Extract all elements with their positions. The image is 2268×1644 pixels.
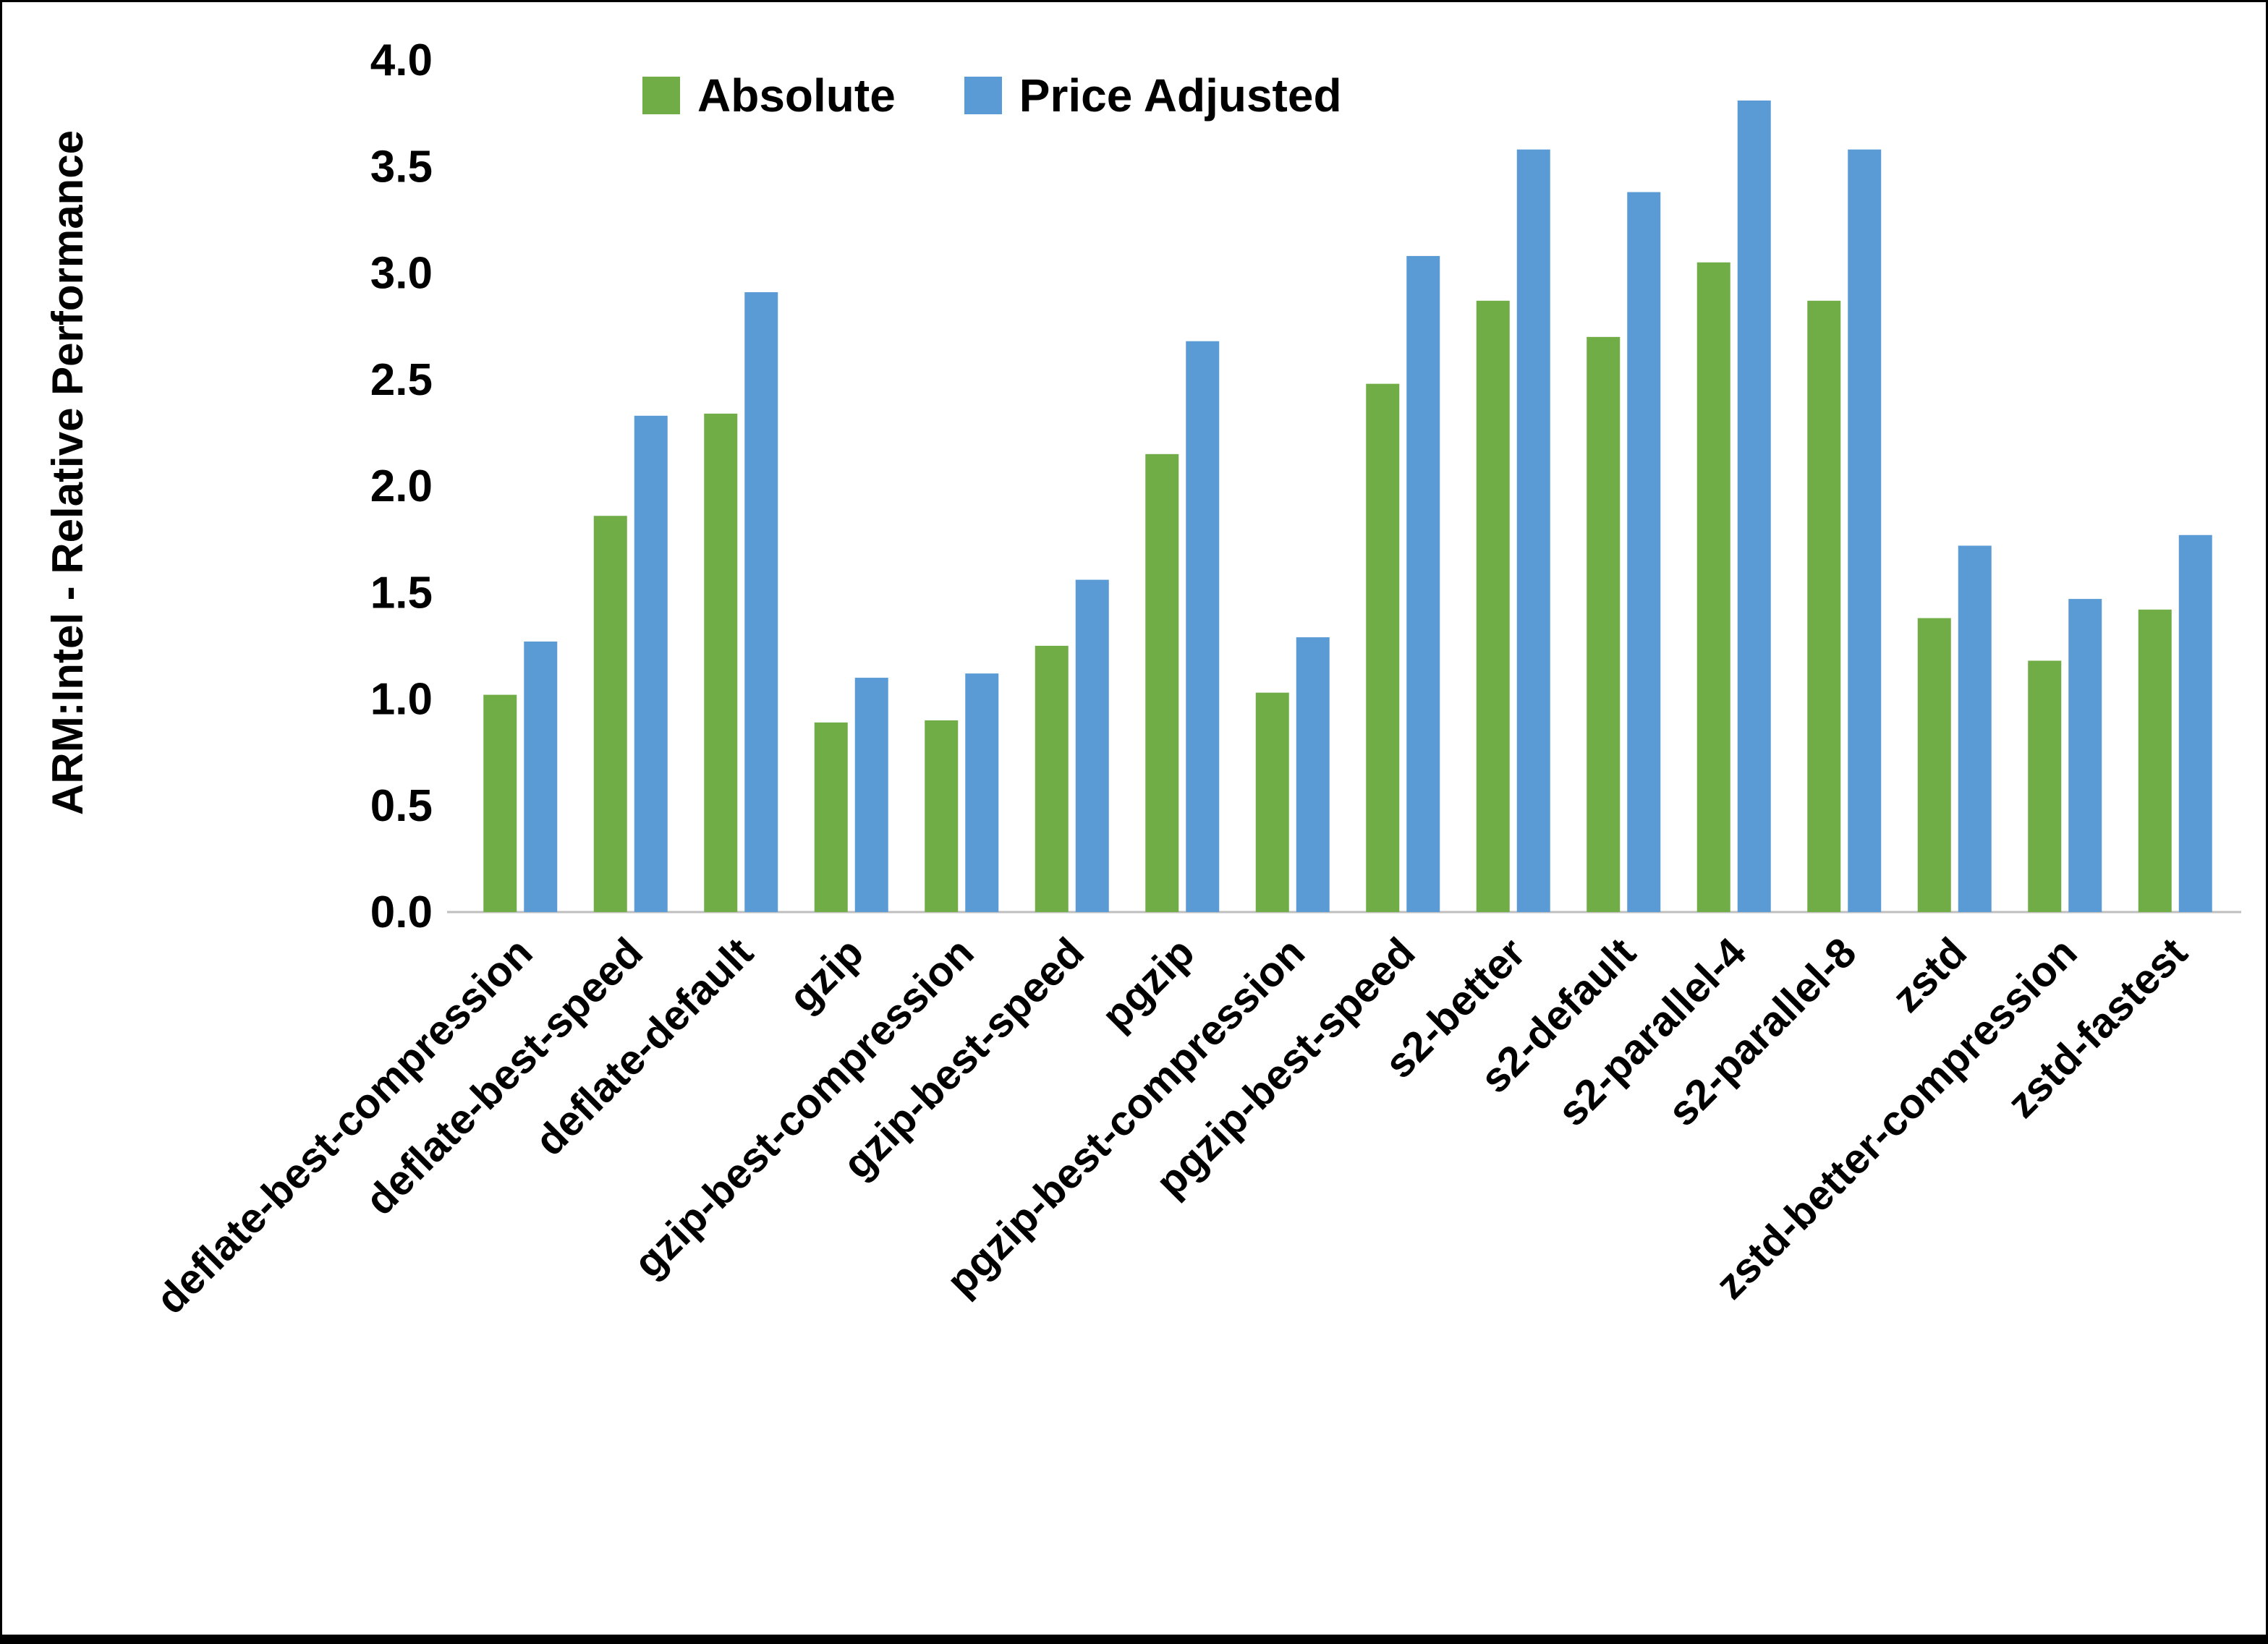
bar-absolute-gzip-best-compression	[925, 720, 959, 912]
y-tick-label: 3.5	[370, 142, 433, 192]
bar-price-adjusted-pgzip	[1186, 341, 1220, 912]
y-tick-label: 2.5	[370, 355, 433, 405]
y-tick-label: 1.0	[370, 675, 433, 725]
bottom-border	[2, 1635, 2266, 1642]
bar-price-adjusted-zstd-better-compression	[2068, 599, 2102, 912]
bar-absolute-s2-default	[1587, 336, 1621, 913]
bar-price-adjusted-pgzip-best-speed	[1406, 255, 1440, 912]
y-tick-label: 0.5	[370, 781, 433, 831]
x-tick-label: zstd	[1883, 929, 1976, 1021]
y-tick-label: 2.0	[370, 461, 433, 511]
bar-price-adjusted-zstd-fastest	[2178, 534, 2212, 912]
legend-label-absolute: Absolute	[697, 69, 896, 122]
bar-price-adjusted-gzip	[854, 678, 888, 912]
bar-price-adjusted-s2-better	[1516, 149, 1550, 913]
y-tick-label: 4.0	[370, 35, 433, 85]
bar-absolute-zstd-better-compression	[2028, 660, 2062, 912]
bar-absolute-deflate-best-compression	[483, 694, 517, 912]
bar-price-adjusted-zstd	[1958, 545, 1992, 912]
legend-label-price-adjusted: Price Adjusted	[1019, 69, 1342, 122]
legend-item-absolute: Absolute	[642, 69, 896, 122]
bar-absolute-gzip-best-speed	[1035, 645, 1069, 912]
bar-absolute-pgzip-best-compression	[1255, 692, 1289, 912]
y-tick-label: 1.5	[370, 568, 433, 618]
bar-absolute-pgzip	[1145, 453, 1179, 912]
bar-absolute-deflate-best-speed	[593, 516, 627, 912]
bar-price-adjusted-pgzip-best-compression	[1296, 637, 1330, 912]
bar-absolute-pgzip-best-speed	[1366, 383, 1400, 912]
bar-absolute-zstd	[1917, 618, 1951, 912]
legend: Absolute Price Adjusted	[642, 69, 1342, 122]
bar-absolute-s2-parallel-4	[1696, 262, 1730, 912]
x-tick-label: gzip	[780, 929, 872, 1021]
bar-absolute-s2-parallel-8	[1807, 300, 1841, 912]
bar-price-adjusted-s2-default	[1627, 192, 1661, 913]
legend-swatch-absolute	[642, 77, 680, 114]
bar-absolute-zstd-fastest	[2138, 609, 2172, 912]
bar-price-adjusted-gzip-best-compression	[965, 673, 999, 912]
legend-swatch-price-adjusted	[964, 77, 1002, 114]
bar-price-adjusted-deflate-best-compression	[524, 641, 558, 912]
bar-price-adjusted-deflate-best-speed	[634, 415, 668, 912]
bar-absolute-gzip	[814, 722, 848, 912]
bar-absolute-s2-better	[1476, 300, 1510, 912]
y-tick-label: 3.0	[370, 249, 433, 299]
bar-price-adjusted-gzip-best-speed	[1075, 579, 1109, 912]
bar-price-adjusted-s2-parallel-8	[1848, 149, 1882, 913]
bar-price-adjusted-s2-parallel-4	[1737, 100, 1771, 913]
bar-price-adjusted-deflate-default	[744, 292, 778, 912]
legend-item-price-adjusted: Price Adjusted	[964, 69, 1342, 122]
y-tick-label: 0.0	[370, 887, 433, 937]
bar-absolute-deflate-default	[704, 413, 738, 912]
